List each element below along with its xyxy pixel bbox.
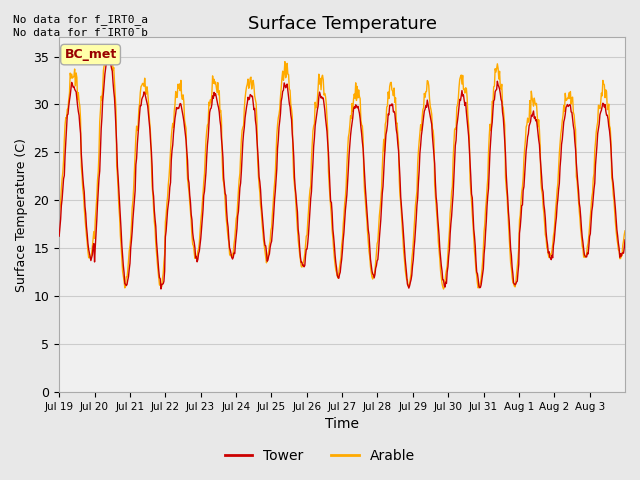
Title: Surface Temperature: Surface Temperature [248, 15, 436, 33]
X-axis label: Time: Time [325, 418, 359, 432]
Text: BC_met: BC_met [65, 48, 116, 61]
Y-axis label: Surface Temperature (C): Surface Temperature (C) [15, 138, 28, 292]
Text: No data for f_IRT0_a: No data for f_IRT0_a [13, 13, 148, 24]
Text: No data for f¯IRT0¯b: No data for f¯IRT0¯b [13, 28, 148, 38]
Legend: Tower, Arable: Tower, Arable [219, 443, 421, 468]
